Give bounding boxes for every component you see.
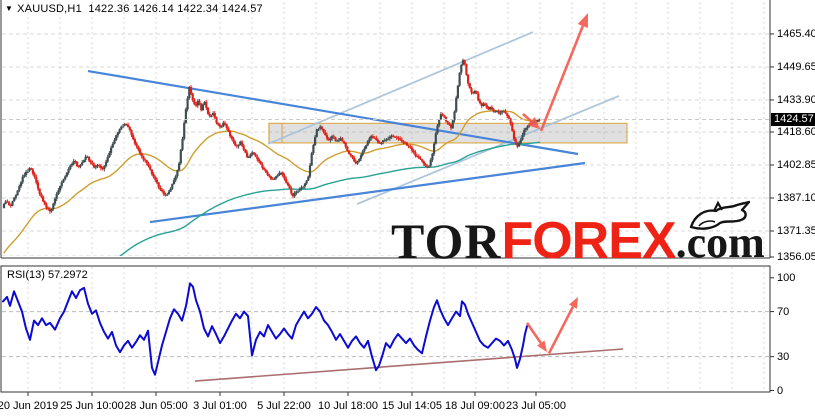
- bull-logo-icon: [689, 200, 751, 230]
- time-axis-label: 28 Jun 05:00: [124, 400, 188, 412]
- time-axis-label: 18 Jul 09:00: [445, 400, 505, 412]
- rsi-indicator-label: RSI(13) 57.2972: [7, 269, 88, 281]
- symbol-header: ▼ XAUUSD,H1 1422.36 1426.14 1422.34 1424.…: [5, 3, 263, 15]
- price-axis-label: 1433.90: [777, 94, 815, 106]
- time-axis-label: 15 Jul 14:05: [382, 400, 442, 412]
- time-axis-label: 5 Jul 22:00: [257, 400, 311, 412]
- dropdown-arrow-icon[interactable]: ▼: [5, 4, 14, 13]
- time-axis-label: 10 Jul 18:00: [318, 400, 378, 412]
- price-axis-label: 1402.85: [777, 159, 815, 171]
- rsi-axis-label: 0: [777, 385, 784, 397]
- rsi-axis-label: 100: [777, 272, 796, 284]
- time-axis-label: 20 Jun 2019: [0, 400, 59, 412]
- price-axis-label: 1387.10: [777, 192, 815, 204]
- rsi-axis-label: 70: [777, 306, 790, 318]
- ohlc-values: 1422.36 1426.14 1422.34 1424.57: [88, 3, 263, 15]
- symbol-name: XAUUSD,H1: [17, 3, 82, 15]
- price-axis-label: 1418.60: [777, 126, 815, 138]
- time-axis-label: 25 Jun 10:00: [60, 400, 124, 412]
- price-axis-label: 1371.35: [777, 225, 815, 237]
- current-price-badge: 1424.57: [771, 113, 815, 126]
- price-axis-label: 1465.40: [777, 28, 815, 40]
- rsi-axis-label: 30: [777, 351, 790, 363]
- time-axis-label: 23 Jul 05:00: [506, 400, 566, 412]
- price-axis-label: 1449.65: [777, 61, 815, 73]
- time-axis-label: 3 Jul 01:00: [193, 400, 247, 412]
- price-axis-label: 1356.05: [777, 251, 815, 263]
